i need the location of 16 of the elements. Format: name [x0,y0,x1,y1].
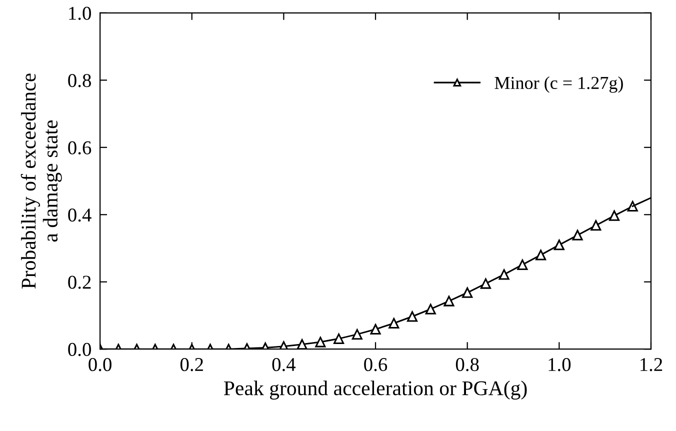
y-tick-label: 0.8 [68,74,91,88]
y-tick-label: 0.0 [68,342,91,356]
x-tick-label: 0.6 [364,358,388,372]
x-tick-label: 0.4 [272,358,296,372]
y-tick-label: 0.4 [68,208,92,222]
x-tick-label: 0.8 [456,358,479,372]
x-tick-label: 0.2 [180,358,203,372]
x-tick-label: 0.0 [88,358,112,372]
y-axis-title: Probability of exceedance a damage state [20,74,62,289]
y-tick-label: 0.2 [68,276,91,289]
x-axis-title: Peak ground acceleration or PGA(g) [224,380,527,400]
x-tick-label: 1.0 [548,358,571,372]
y-tick-label: 1.0 [69,6,91,20]
y-tick-label: 0.6 [68,141,92,154]
legend-label: Minor (c = 1.27g) [494,76,623,93]
x-tick-label: 1.2 [640,358,662,372]
